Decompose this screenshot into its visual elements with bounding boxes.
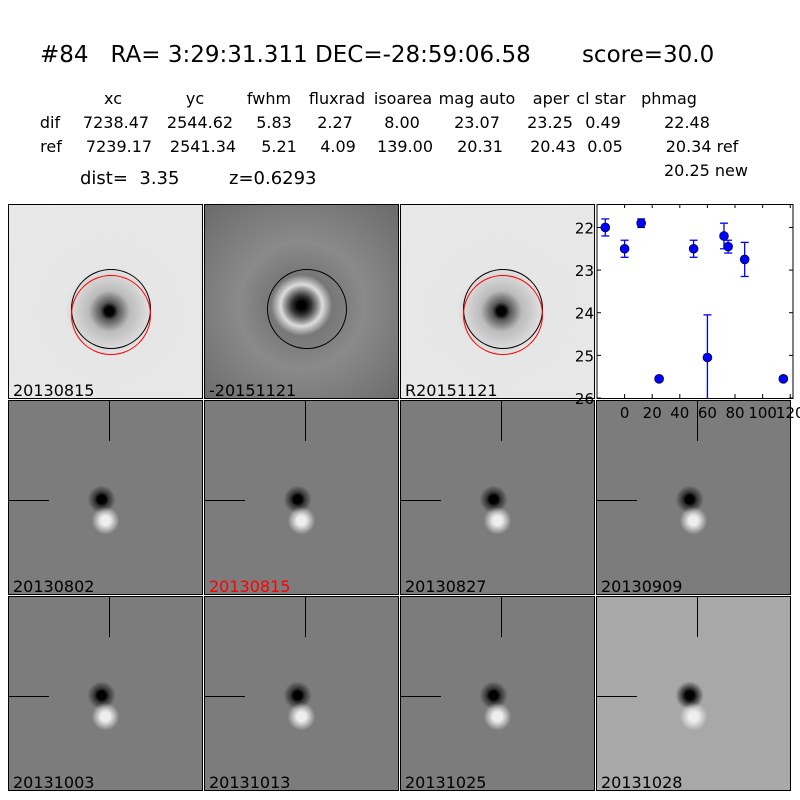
candidate-title: #84 RA= 3:29:31.311 DEC=-28:59:06.58 sco…: [40, 42, 715, 68]
data-point: [719, 231, 729, 241]
crosshair-horizontal: [9, 696, 49, 697]
crosshair-vertical: [697, 597, 698, 637]
panel-label: R20151121: [405, 381, 498, 399]
dif-cell: 0.49: [585, 113, 621, 132]
y-tick-label: 26: [575, 390, 594, 408]
column-header: fluxrad: [308, 89, 366, 108]
epoch-stamp: 20131028: [596, 596, 791, 791]
stamp-date-label: 20130815: [209, 577, 291, 595]
ref-cell: 139.00: [377, 137, 433, 156]
reference-circle: [463, 275, 543, 355]
column-header: fwhm: [246, 89, 292, 108]
x-tick-label: 40: [670, 404, 689, 422]
row-label-ref: ref: [40, 137, 62, 156]
column-header: yc: [185, 89, 205, 108]
crosshair-horizontal: [9, 500, 49, 501]
crosshair-vertical: [501, 597, 502, 637]
ref-cell: 2541.34: [169, 137, 237, 156]
cutout-panel: 20130815: [8, 204, 203, 399]
crosshair-horizontal: [597, 696, 637, 697]
crosshair-vertical: [697, 401, 698, 441]
stamp-date-label: 20130802: [13, 577, 95, 595]
y-tick-label: 25: [575, 347, 594, 365]
stamp-date-label: 20131028: [601, 773, 683, 791]
crosshair-horizontal: [401, 696, 441, 697]
y-tick-label: 24: [575, 305, 594, 323]
x-tick-label: 80: [725, 404, 744, 422]
x-tick-label: 0: [620, 404, 630, 422]
dif-cell: 5.83: [256, 113, 292, 132]
dif-cell: 22.48: [664, 113, 710, 132]
detection-circle: [267, 269, 347, 349]
crosshair-vertical: [501, 401, 502, 441]
column-header: mag auto: [438, 89, 516, 108]
data-point: [654, 374, 664, 384]
dif-cell: 23.07: [454, 113, 500, 132]
row-label-dif: dif: [39, 113, 61, 132]
y-tick-label: 22: [575, 219, 594, 237]
column-header: aper: [532, 89, 570, 108]
data-point: [739, 254, 750, 265]
dif-cell: 2544.62: [166, 113, 234, 132]
cutout-panel: R20151121: [400, 204, 595, 399]
ref-cell: 5.21: [261, 137, 297, 156]
crosshair-horizontal: [597, 500, 637, 501]
stamp-date-label: 20131025: [405, 773, 487, 791]
epoch-stamp: 20130827: [400, 400, 595, 595]
panel-label: 20130815: [13, 381, 95, 399]
data-point: [600, 222, 611, 233]
crosshair-horizontal: [205, 500, 245, 501]
ref-cell: 20.43: [530, 137, 576, 156]
ref-cell: 20.34 ref: [665, 137, 739, 156]
epoch-stamp: 20131013: [204, 596, 399, 791]
x-tick-label: 60: [698, 404, 717, 422]
data-point: [619, 243, 630, 254]
dif-cell: 2.27: [317, 113, 353, 132]
data-point: [688, 243, 699, 254]
ref-cell: 7239.17: [85, 137, 153, 156]
crosshair-vertical: [305, 401, 306, 441]
epoch-stamp: 20130909: [596, 400, 791, 595]
column-header: phmag: [641, 89, 697, 108]
epoch-stamp: 20131025: [400, 596, 595, 791]
crosshair-horizontal: [401, 500, 441, 501]
redshift-value: z=0.6293: [229, 168, 317, 189]
ref-cell: 4.09: [320, 137, 356, 156]
x-tick-label: 20: [643, 404, 662, 422]
epoch-stamp: 20130815: [204, 400, 399, 595]
data-point: [778, 374, 789, 384]
new-phmag: 20.25 new: [664, 161, 748, 180]
column-header: cl star: [576, 89, 626, 108]
crosshair-vertical: [109, 597, 110, 637]
column-header: isoarea: [373, 89, 433, 108]
epoch-stamp: 20130802: [8, 400, 203, 595]
x-tick-label: 100: [748, 404, 777, 422]
dist-value: dist= 3.35: [80, 168, 180, 189]
column-header: xc: [104, 89, 122, 108]
stamp-date-label: 20130827: [405, 577, 487, 595]
panel-label: -20151121: [209, 381, 297, 399]
epoch-stamp: 20131003: [8, 596, 203, 791]
dif-cell: 8.00: [384, 113, 420, 132]
crosshair-vertical: [305, 597, 306, 637]
crosshair-horizontal: [205, 696, 245, 697]
data-point: [702, 352, 713, 363]
reference-circle: [71, 275, 151, 355]
data-point: [636, 218, 646, 228]
ref-cell: 0.05: [587, 137, 623, 156]
stamp-date-label: 20130909: [601, 577, 683, 595]
dif-cell: 7238.47: [82, 113, 150, 132]
x-tick-label: 120: [776, 404, 800, 422]
crosshair-vertical: [109, 401, 110, 441]
y-tick-label: 23: [575, 262, 594, 280]
stamp-date-label: 20131003: [13, 773, 95, 791]
data-point: [723, 241, 733, 252]
plot-frame: [596, 204, 794, 399]
cutout-panel: -20151121: [204, 204, 399, 399]
stamp-date-label: 20131013: [209, 773, 291, 791]
dif-cell: 23.25: [527, 113, 573, 132]
ref-cell: 20.31: [457, 137, 503, 156]
